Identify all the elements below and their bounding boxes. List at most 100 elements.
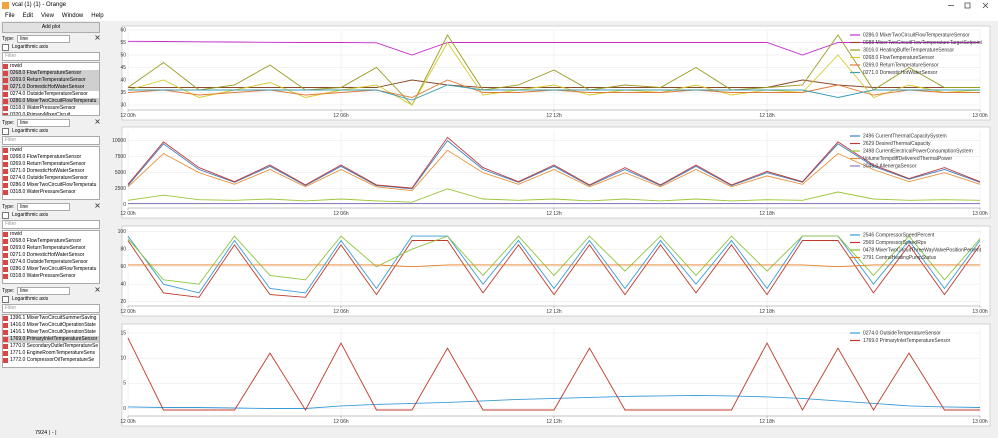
variable-icon: [3, 71, 8, 76]
log-checkbox[interactable]: [2, 295, 9, 303]
log-checkbox[interactable]: [2, 127, 9, 135]
log-row: Logarithmic axis: [2, 211, 100, 219]
variable-item[interactable]: 0286.0 MixerTwoCircuitFlowTemperatu: [3, 182, 99, 189]
variable-name: rowid: [10, 63, 22, 69]
variable-item[interactable]: 0318.0 WaterPressureSensor: [3, 189, 99, 196]
variable-item[interactable]: 0320.0 PrimaryMixerCircuit: [3, 112, 99, 116]
variable-item[interactable]: 0271.0 DomesticHotWaterSensor: [3, 168, 99, 175]
menu-item[interactable]: Edit: [22, 13, 34, 19]
filter-input[interactable]: Filter: [2, 304, 100, 313]
y-tick-label: 7500: [115, 154, 126, 160]
variable-name: 0318.0 WaterPressureSensor: [10, 105, 76, 111]
menu-item[interactable]: File: [5, 13, 15, 19]
filter-input[interactable]: Filter: [2, 220, 100, 229]
variable-icon: [3, 323, 8, 328]
menu-item[interactable]: Window: [61, 13, 84, 19]
variable-item[interactable]: 1769.0 PrimaryInletTemperatureSensor: [3, 336, 99, 343]
add-plot-button[interactable]: Add plot: [2, 22, 100, 33]
legend-label: 2569 CompressorSpeedRps: [863, 240, 927, 246]
log-row: Logarithmic axis: [2, 127, 100, 135]
menu-item[interactable]: Help: [91, 13, 104, 19]
series-line: [128, 264, 980, 268]
x-tick-label: 13 00h: [972, 309, 988, 315]
variable-name: rowid: [10, 147, 22, 153]
series-line: [127, 240, 981, 298]
type-row: Type: line: [2, 35, 100, 43]
variable-item[interactable]: 1772.0 CompressorOilTemperatureSe: [3, 357, 99, 364]
variable-icon: [3, 267, 8, 272]
filter-input[interactable]: Filter: [2, 52, 100, 61]
filter-input[interactable]: Filter: [2, 136, 100, 145]
type-combo[interactable]: line: [17, 287, 70, 295]
plot-frame: [121, 25, 991, 121]
variable-item[interactable]: rowid: [3, 63, 99, 70]
variable-name: 0271.0 DomesticHotWaterSensor: [10, 252, 85, 258]
x-tick-label: 13 00h: [972, 211, 988, 217]
close[interactable]: [982, 2, 989, 9]
variable-item[interactable]: 1416.0 MixerTwoCircuitOperationState: [3, 322, 99, 329]
variable-item[interactable]: 0274.0 OutsideTemperatureSensor: [3, 91, 99, 98]
variable-item[interactable]: 0274.0 OutsideTemperatureSensor: [3, 175, 99, 182]
variable-icon: [3, 92, 8, 97]
variable-item[interactable]: 1416.1 MixerTwoCircuitOperationState: [3, 329, 99, 336]
x-tick-label: 12 12h: [546, 113, 562, 119]
variable-item[interactable]: 0269.0 ReturnTemperatureSensor: [3, 245, 99, 252]
type-combo[interactable]: line: [17, 119, 70, 127]
type-row: Type: line: [2, 203, 100, 211]
variable-item[interactable]: 0268.0 FlowTemperatureSensor: [3, 70, 99, 77]
y-tick-label: 40: [120, 281, 126, 287]
variable-item[interactable]: rowid: [3, 231, 99, 238]
variable-list: rowid 0268.0 FlowTemperatureSensor 0269.0 …: [2, 62, 100, 116]
variable-item[interactable]: 0318.0 WaterPressureSensor: [3, 273, 99, 280]
variable-item[interactable]: 0286.0 MixerTwoCircuitFlowTemperatu: [3, 266, 99, 273]
log-label: Logarithmic axis: [12, 296, 49, 302]
variable-icon: [3, 239, 8, 244]
log-label: Logarithmic axis: [12, 212, 49, 218]
maximize[interactable]: [964, 2, 971, 9]
remove-plot[interactable]: [95, 287, 100, 295]
variable-item[interactable]: 0274.0 OutsideTemperatureSensor: [3, 259, 99, 266]
variable-item[interactable]: 0271.0 DomesticHotWaterSensor: [3, 252, 99, 259]
variable-name: 0271.0 DomesticHotWaterSensor: [10, 84, 85, 90]
y-tick-label: 50: [120, 52, 126, 58]
variable-name: 0286.0 MixerTwoCircuitFlowTemperatu: [10, 266, 97, 272]
variable-icon: [3, 260, 8, 265]
log-checkbox[interactable]: [2, 211, 9, 219]
variable-name: 0274.0 OutsideTemperatureSensor: [10, 259, 88, 265]
variable-name: 0268.0 FlowTemperatureSensor: [10, 154, 82, 160]
variable-item[interactable]: rowid: [3, 147, 99, 154]
x-tick-label: 12 06h: [333, 309, 349, 315]
menu-item[interactable]: View: [41, 13, 54, 19]
log-checkbox[interactable]: [2, 43, 9, 51]
y-tick-label: 15: [120, 330, 126, 336]
variable-item[interactable]: 1770.0 SecondaryOutletTemperatureSe: [3, 343, 99, 350]
variable-item[interactable]: 1396.1 MixerTwoCircuitSummerSaving: [3, 315, 99, 322]
variable-item[interactable]: 0271.0 DomesticHotWaterSensor: [3, 84, 99, 91]
remove-plot[interactable]: [95, 119, 100, 127]
variable-item[interactable]: 0269.0 ReturnTemperatureSensor: [3, 77, 99, 84]
variable-item[interactable]: 0269.0 ReturnTemperatureSensor: [3, 161, 99, 168]
legend-label: 3043.0 AllenergaSensor: [863, 163, 917, 169]
x-tick-label: 12 06h: [333, 419, 349, 425]
variable-item[interactable]: 0268.0 FlowTemperatureSensor: [3, 238, 99, 245]
legend-label: 0274.0 OutsideTemperatureSensor: [863, 330, 941, 336]
remove-plot[interactable]: [95, 35, 100, 43]
variable-item[interactable]: 1771.0 EngineRoomTemperatureSens: [3, 350, 99, 357]
remove-plot[interactable]: [95, 203, 100, 211]
x-tick-label: 13 00h: [972, 113, 988, 119]
variable-item[interactable]: 0268.0 FlowTemperatureSensor: [3, 154, 99, 161]
plot-frame: [121, 323, 991, 427]
variable-item[interactable]: 0286.0 MixerTwoCircuitFlowTemperatu: [3, 98, 99, 105]
x-tick-label: 12 18h: [759, 309, 775, 315]
x-tick-label: 12 18h: [759, 419, 775, 425]
legend-label: VolumeTempdiffDeliveredThermalPower: [863, 156, 952, 162]
variable-name: 1396.1 MixerTwoCircuitSummerSaving: [10, 315, 97, 321]
series-line: [127, 139, 981, 190]
variable-item[interactable]: 0318.0 WaterPressureSensor: [3, 105, 99, 112]
legend-label: 0268.0 FlowTemperatureSensor: [863, 55, 934, 61]
legend-label: 2498 CurrentElectricalPowerConsumptionSy…: [863, 148, 973, 154]
x-tick-label: 12 06h: [333, 113, 349, 119]
type-combo[interactable]: line: [17, 35, 70, 43]
type-combo[interactable]: line: [17, 203, 70, 211]
variable-name: 0320.0 PrimaryMixerCircuit: [10, 112, 71, 116]
